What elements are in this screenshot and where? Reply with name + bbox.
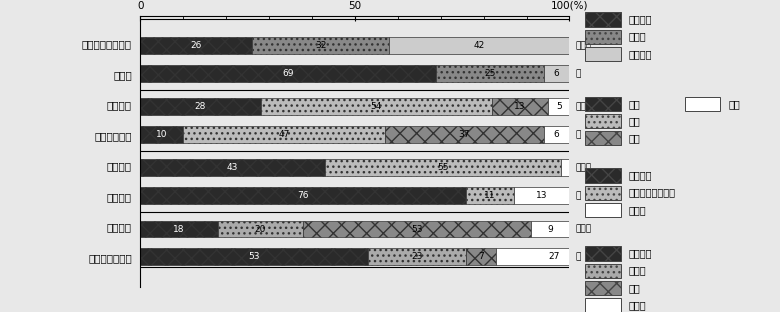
Text: 不明: 不明 bbox=[729, 99, 740, 109]
Bar bbox=[437, 65, 544, 82]
Text: 43: 43 bbox=[227, 163, 239, 173]
Text: 知的障害程度: 知的障害程度 bbox=[94, 131, 132, 141]
Bar bbox=[368, 248, 466, 265]
Bar bbox=[140, 159, 324, 176]
Bar bbox=[585, 131, 621, 145]
Text: 入所施設: 入所施設 bbox=[629, 14, 652, 25]
Text: 13: 13 bbox=[514, 102, 526, 111]
Text: その他: その他 bbox=[629, 300, 647, 310]
Text: 5: 5 bbox=[556, 102, 562, 111]
Text: 23: 23 bbox=[411, 252, 423, 261]
Text: バックアップ施設: バックアップ施設 bbox=[82, 39, 132, 49]
Text: 利用者の: 利用者の bbox=[107, 100, 132, 110]
Bar bbox=[466, 187, 514, 204]
Text: 53: 53 bbox=[411, 225, 423, 233]
Text: 国: 国 bbox=[576, 191, 581, 200]
Bar bbox=[561, 159, 569, 176]
Bar bbox=[585, 47, 621, 61]
Text: 47: 47 bbox=[278, 130, 290, 139]
Text: 軽度: 軽度 bbox=[629, 133, 640, 143]
Text: の種別: の種別 bbox=[113, 70, 132, 80]
Bar bbox=[585, 114, 621, 128]
Bar bbox=[585, 12, 621, 27]
Bar bbox=[513, 187, 569, 204]
Text: その他: その他 bbox=[629, 205, 647, 215]
Text: 通勤寮: 通勤寮 bbox=[629, 32, 647, 42]
Bar bbox=[585, 168, 621, 183]
Text: 愛知県: 愛知県 bbox=[576, 41, 592, 50]
Bar bbox=[218, 221, 303, 237]
Bar bbox=[261, 98, 492, 115]
Text: 13: 13 bbox=[536, 191, 548, 200]
Bar bbox=[385, 126, 544, 143]
Bar bbox=[585, 97, 621, 111]
Text: 重度: 重度 bbox=[629, 99, 640, 109]
Text: 国: 国 bbox=[576, 252, 581, 261]
Bar bbox=[492, 98, 548, 115]
Text: 愛知県: 愛知県 bbox=[576, 225, 592, 233]
Text: 利用者の: 利用者の bbox=[107, 161, 132, 171]
Bar bbox=[585, 281, 621, 295]
Text: 入居直前の住居: 入居直前の住居 bbox=[88, 254, 132, 264]
Bar bbox=[530, 221, 569, 237]
Text: 入所施設: 入所施設 bbox=[629, 248, 652, 259]
Text: 20: 20 bbox=[255, 225, 266, 233]
Text: 通勤寮: 通勤寮 bbox=[629, 266, 647, 276]
Text: 就労状況: 就労状況 bbox=[107, 193, 132, 202]
Text: 11: 11 bbox=[484, 191, 496, 200]
Text: 10: 10 bbox=[156, 130, 168, 139]
Bar bbox=[140, 187, 466, 204]
Text: 27: 27 bbox=[548, 252, 560, 261]
Bar bbox=[389, 37, 569, 54]
Text: 76: 76 bbox=[298, 191, 309, 200]
Bar bbox=[140, 221, 218, 237]
Text: 42: 42 bbox=[473, 41, 485, 50]
Text: 7: 7 bbox=[479, 252, 484, 261]
Bar bbox=[544, 126, 569, 143]
Text: 6: 6 bbox=[554, 130, 559, 139]
Text: 通所施設: 通所施設 bbox=[629, 49, 652, 59]
Bar bbox=[585, 264, 621, 278]
Text: 中度: 中度 bbox=[629, 116, 640, 126]
Bar bbox=[585, 298, 621, 312]
Bar bbox=[497, 248, 612, 265]
Text: 愛知県: 愛知県 bbox=[576, 163, 592, 173]
Bar bbox=[140, 65, 437, 82]
Text: 54: 54 bbox=[370, 102, 382, 111]
Text: 国: 国 bbox=[576, 130, 581, 139]
Text: 一般就労: 一般就労 bbox=[629, 170, 652, 181]
Bar bbox=[140, 98, 261, 115]
Text: 26: 26 bbox=[190, 41, 202, 50]
Text: 53: 53 bbox=[248, 252, 260, 261]
Text: 69: 69 bbox=[282, 69, 294, 78]
Text: 愛知県: 愛知県 bbox=[576, 102, 592, 111]
Text: 55: 55 bbox=[437, 163, 448, 173]
Text: 利用者の: 利用者の bbox=[107, 222, 132, 232]
Bar bbox=[183, 126, 385, 143]
Bar bbox=[548, 98, 569, 115]
Bar bbox=[685, 97, 721, 111]
Bar bbox=[585, 203, 621, 217]
Text: 6: 6 bbox=[554, 69, 559, 78]
Text: 37: 37 bbox=[459, 130, 470, 139]
Text: 25: 25 bbox=[484, 69, 496, 78]
Text: 32: 32 bbox=[315, 41, 326, 50]
Bar bbox=[585, 186, 621, 200]
Text: 28: 28 bbox=[195, 102, 206, 111]
Bar bbox=[585, 30, 621, 44]
Bar bbox=[466, 248, 497, 265]
Bar bbox=[140, 126, 183, 143]
Bar bbox=[324, 159, 561, 176]
Bar bbox=[303, 221, 530, 237]
Bar bbox=[585, 246, 621, 261]
Text: 通所施設・作業所: 通所施設・作業所 bbox=[629, 188, 675, 198]
Bar bbox=[140, 37, 252, 54]
Bar bbox=[544, 65, 569, 82]
Bar bbox=[252, 37, 389, 54]
Text: 18: 18 bbox=[173, 225, 185, 233]
Text: 9: 9 bbox=[548, 225, 553, 233]
Text: 家庭: 家庭 bbox=[629, 283, 640, 293]
Text: 国: 国 bbox=[576, 69, 581, 78]
Bar bbox=[140, 248, 368, 265]
